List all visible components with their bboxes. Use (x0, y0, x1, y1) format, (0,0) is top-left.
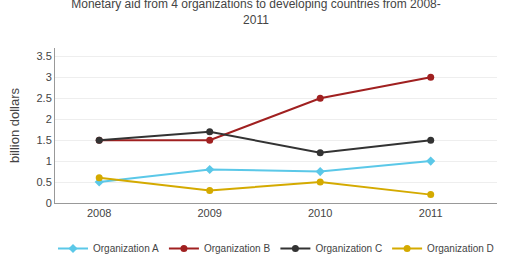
svg-text:Organization D: Organization D (427, 243, 494, 254)
svg-text:2010: 2010 (308, 207, 332, 219)
svg-text:0: 0 (46, 197, 52, 209)
svg-text:3.5: 3.5 (37, 50, 52, 62)
svg-text:Monetary aid from 4 organizati: Monetary aid from 4 organizations to dev… (71, 0, 441, 27)
svg-text:Organization B: Organization B (204, 243, 270, 254)
svg-text:0.5: 0.5 (37, 176, 52, 188)
svg-text:Organization A: Organization A (93, 243, 159, 254)
svg-text:3: 3 (46, 71, 52, 83)
svg-text:2009: 2009 (197, 207, 221, 219)
svg-text:2011: 2011 (419, 207, 443, 219)
svg-text:Organization C: Organization C (315, 243, 382, 254)
svg-text:1: 1 (46, 155, 52, 167)
svg-text:2: 2 (46, 113, 52, 125)
svg-text:1.5: 1.5 (37, 134, 52, 146)
svg-text:billion dollars: billion dollars (7, 87, 22, 163)
svg-text:2.5: 2.5 (37, 92, 52, 104)
svg-text:2008: 2008 (87, 207, 111, 219)
